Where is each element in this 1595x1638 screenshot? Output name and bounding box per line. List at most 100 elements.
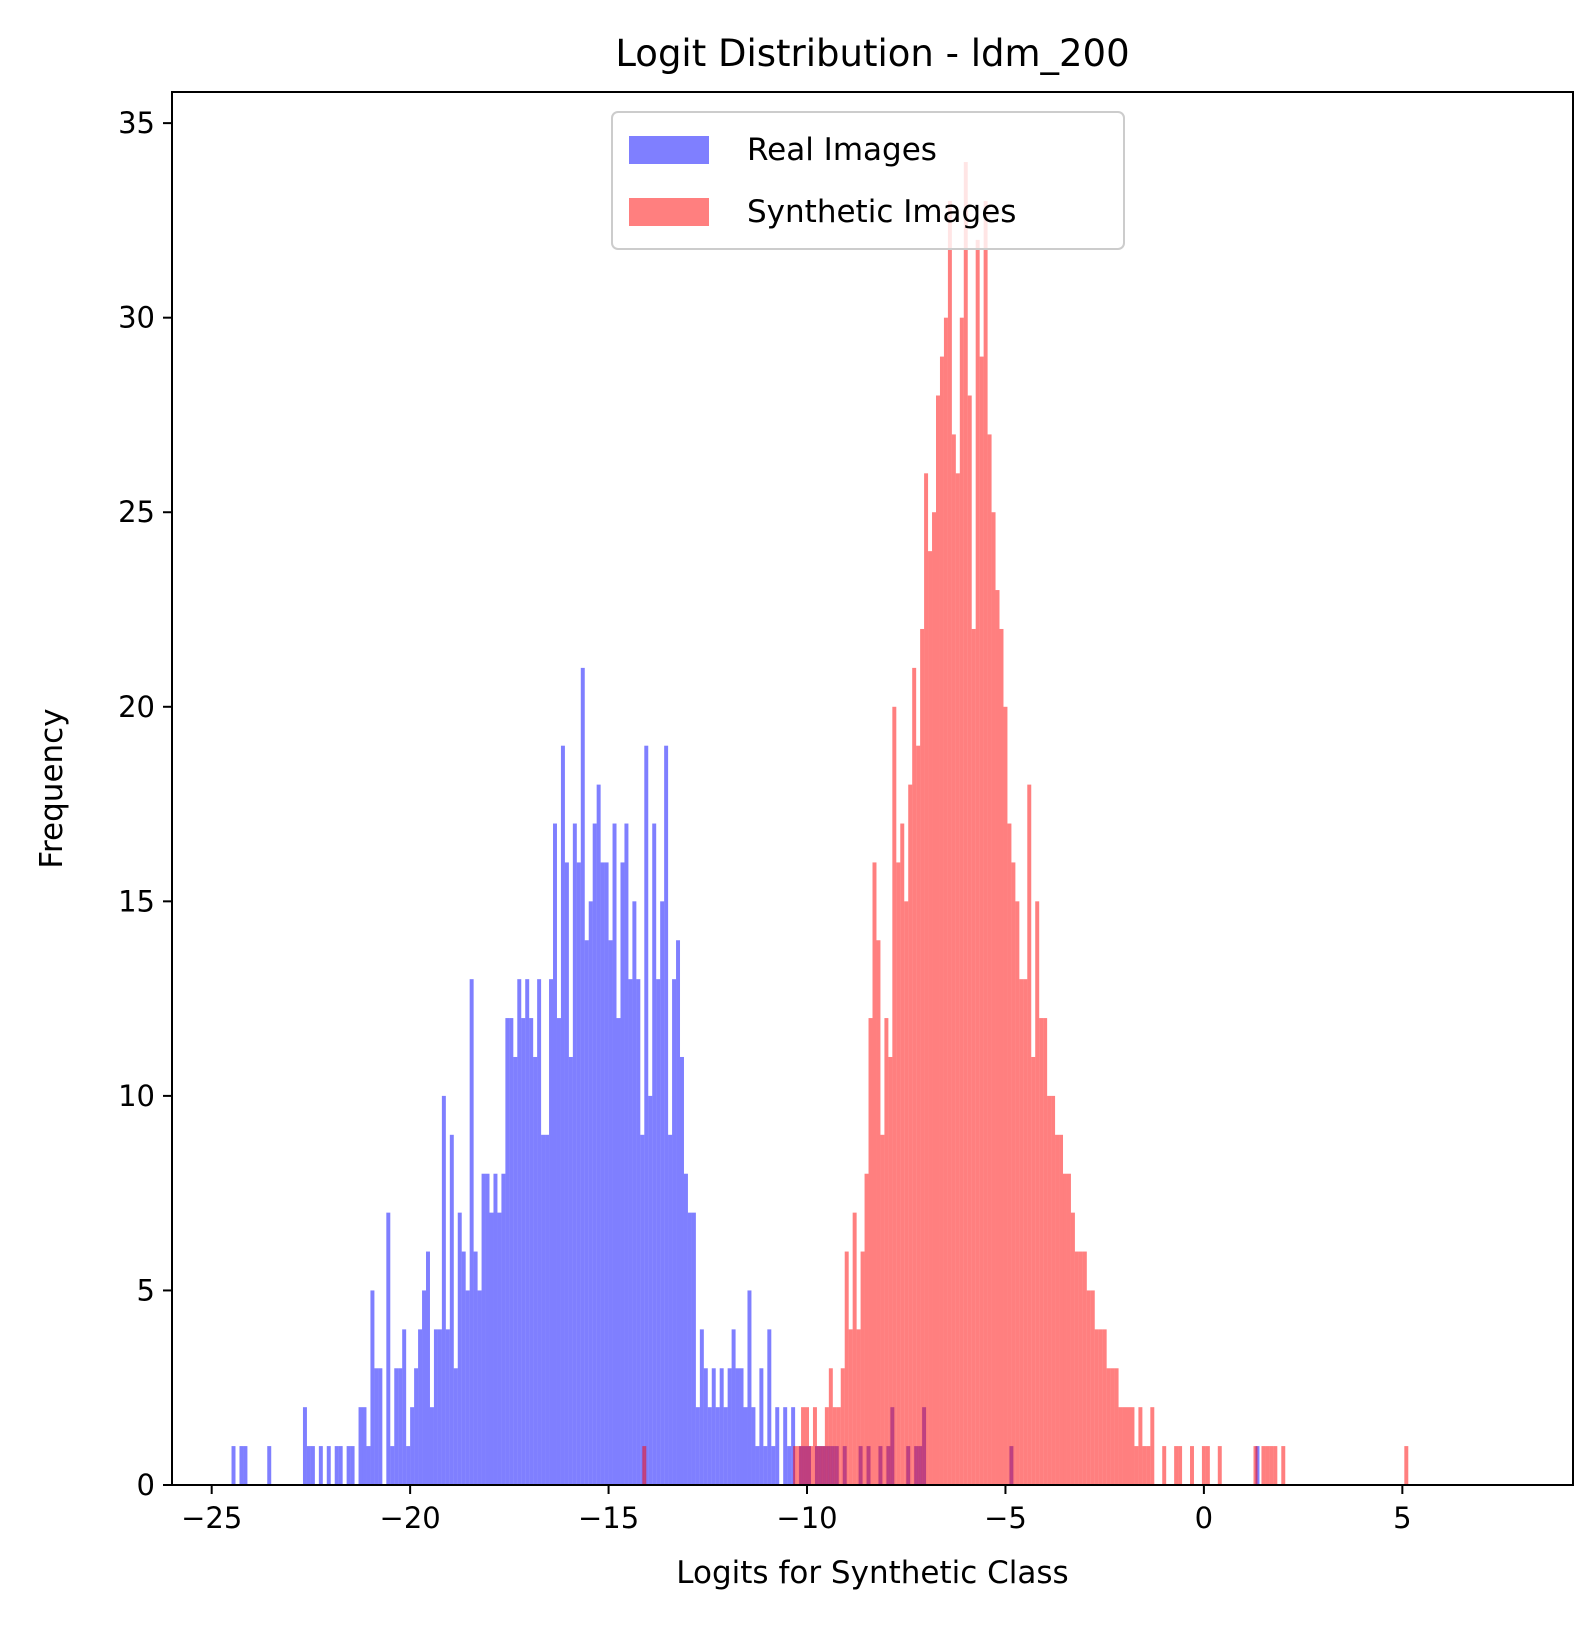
real-bar: [564, 862, 569, 1485]
synthetic-bar: [1201, 1446, 1206, 1485]
synthetic-bar: [812, 1407, 817, 1485]
real-bar: [346, 1446, 351, 1485]
synthetic-bar: [991, 512, 996, 1485]
synthetic-bar: [943, 317, 948, 1486]
real-images-bars: [231, 667, 1260, 1485]
synthetic-bar: [1126, 1407, 1131, 1485]
real-bar: [441, 1095, 446, 1485]
synthetic-bar: [1281, 1446, 1286, 1485]
real-bar: [473, 1251, 478, 1485]
synthetic-bar: [1078, 1251, 1083, 1485]
synthetic-bar: [1178, 1446, 1183, 1485]
synthetic-bar: [924, 473, 929, 1485]
synthetic-bar: [1090, 1290, 1095, 1485]
real-bar: [318, 1446, 323, 1485]
real-bar: [402, 1329, 407, 1485]
real-bar: [485, 1173, 490, 1485]
real-bar: [771, 1446, 776, 1485]
legend: Real Images Synthetic Images: [611, 111, 1125, 250]
synthetic-bar: [932, 512, 936, 1485]
synthetic-bar: [920, 628, 925, 1485]
real-bar: [600, 862, 605, 1485]
real-bar: [596, 784, 601, 1485]
synthetic-bar: [896, 862, 901, 1485]
real-bar: [656, 979, 661, 1485]
real-bar: [243, 1446, 248, 1485]
synthetic-bar: [1205, 1446, 1210, 1485]
synthetic-bar: [1082, 1251, 1087, 1485]
real-bar: [727, 1368, 732, 1485]
legend-label-synthetic: Synthetic Images: [747, 194, 1016, 230]
real-bar: [453, 1368, 458, 1485]
synthetic-bar: [1011, 862, 1016, 1485]
synthetic-bar: [1035, 901, 1040, 1485]
real-bar: [350, 1446, 355, 1485]
synthetic-bar: [959, 317, 964, 1486]
real-bar: [390, 1446, 395, 1485]
synthetic-bar: [1174, 1446, 1179, 1485]
real-bar: [239, 1446, 244, 1485]
synthetic-bar: [995, 590, 1000, 1485]
real-bar: [326, 1446, 331, 1485]
synthetic-bar: [963, 162, 968, 1485]
synthetic-bar: [1110, 1368, 1115, 1485]
real-bar: [691, 1212, 696, 1485]
synthetic-bar: [824, 1407, 829, 1485]
synthetic-bar: [1031, 1056, 1036, 1485]
real-bar: [422, 1290, 427, 1485]
synthetic-bar: [975, 239, 980, 1486]
synthetic-bar: [864, 1173, 869, 1485]
real-bar: [676, 940, 681, 1485]
real-bar: [739, 1368, 744, 1485]
synthetic-bar: [832, 1407, 837, 1485]
synthetic-bar: [1094, 1329, 1099, 1485]
real-bar: [358, 1407, 363, 1485]
real-bar: [588, 901, 593, 1485]
synthetic-bar: [884, 1018, 889, 1485]
synthetic-bar: [1066, 1173, 1071, 1485]
real-bar: [568, 1056, 573, 1485]
real-bar: [731, 1329, 736, 1485]
real-bar: [406, 1446, 411, 1485]
real-bar: [549, 979, 554, 1485]
real-bar: [306, 1446, 311, 1485]
real-bar: [362, 1407, 367, 1485]
synthetic-bar: [876, 940, 881, 1485]
synthetic-bar: [1015, 901, 1020, 1485]
synthetic-bar: [1269, 1446, 1274, 1485]
legend-label-real: Real Images: [747, 132, 937, 168]
real-bar: [604, 862, 609, 1485]
real-bar: [481, 1173, 486, 1485]
synthetic-bar: [828, 1368, 833, 1485]
synthetic-bar: [868, 1018, 873, 1485]
synthetic-bar: [979, 356, 984, 1486]
synthetic-bar: [1074, 1251, 1079, 1485]
synthetic-bar: [880, 1134, 885, 1485]
synthetic-bar: [1130, 1407, 1135, 1485]
synthetic-bar: [1150, 1407, 1155, 1485]
synthetic-bar: [1051, 1095, 1056, 1485]
synthetic-bar: [856, 1329, 861, 1485]
real-bar: [612, 823, 617, 1485]
real-bar: [572, 823, 577, 1485]
synthetic-bar: [1261, 1446, 1266, 1485]
legend-swatch-real: [629, 136, 709, 164]
y-tick-label: 20: [118, 690, 155, 724]
synthetic-bar: [1273, 1446, 1278, 1485]
real-bar: [560, 745, 565, 1485]
real-bar: [497, 1212, 502, 1485]
synthetic-bar: [809, 1446, 813, 1485]
y-axis-ticks: 0 5 10 15 20 25 30 35: [118, 106, 172, 1502]
real-bar: [628, 979, 633, 1485]
real-bar: [735, 1368, 740, 1485]
real-bar: [576, 862, 581, 1485]
real-bar: [410, 1407, 415, 1485]
synthetic-bar: [872, 862, 877, 1485]
x-axis-ticks: −25 −20 −15 −10 −5 0 5: [181, 1485, 1412, 1535]
synthetic-bar: [793, 1446, 798, 1485]
synthetic-bar: [908, 784, 913, 1485]
real-bar: [505, 1018, 510, 1485]
synthetic-bar: [860, 1251, 865, 1485]
real-bar: [429, 1407, 434, 1485]
